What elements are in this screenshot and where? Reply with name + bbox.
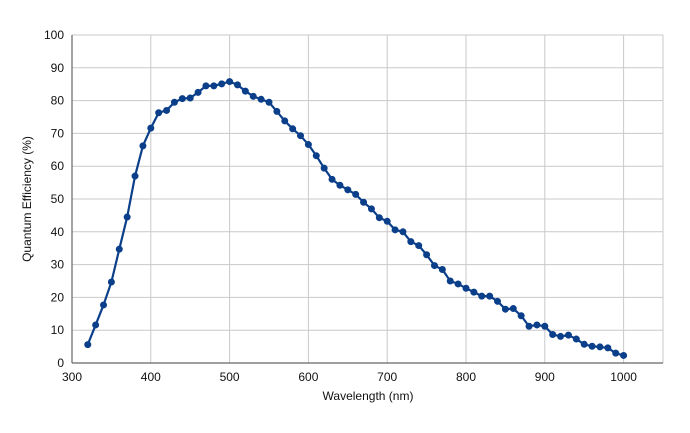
y-tick-label-80: 80 xyxy=(51,94,65,108)
x-tick-label-800: 800 xyxy=(456,370,476,384)
data-point-710 xyxy=(391,226,399,234)
data-point-320 xyxy=(84,341,92,349)
data-point-930 xyxy=(564,331,572,339)
data-point-780 xyxy=(446,277,454,285)
data-point-980 xyxy=(604,344,612,352)
y-tick-label-30: 30 xyxy=(51,258,65,272)
y-tick-label-20: 20 xyxy=(51,290,65,304)
y-tick-label-40: 40 xyxy=(51,225,65,239)
data-point-470 xyxy=(202,82,210,90)
data-point-940 xyxy=(572,335,580,343)
data-point-420 xyxy=(163,106,171,114)
data-point-360 xyxy=(115,245,123,253)
data-point-450 xyxy=(186,94,194,102)
data-point-550 xyxy=(265,98,273,106)
data-point-800 xyxy=(462,284,470,292)
tick-labels: 300 400 500 600 700 800 900 1000 0 10 20 30 40 50 60 70… xyxy=(44,28,637,384)
data-point-540 xyxy=(257,95,265,103)
data-point-1000 xyxy=(620,351,628,359)
data-point-900 xyxy=(541,322,549,330)
x-tick-label-300: 300 xyxy=(62,370,82,384)
data-point-970 xyxy=(596,343,604,351)
y-tick-label-0: 0 xyxy=(57,356,64,370)
data-point-610 xyxy=(312,152,320,160)
data-point-560 xyxy=(273,107,281,115)
data-point-840 xyxy=(494,297,502,305)
data-point-890 xyxy=(533,321,541,329)
data-point-380 xyxy=(131,172,139,180)
x-tick-label-500: 500 xyxy=(220,370,240,384)
data-point-910 xyxy=(549,330,557,338)
data-point-860 xyxy=(509,305,517,313)
data-point-520 xyxy=(241,87,249,95)
x-tick-label-1000: 1000 xyxy=(610,370,637,384)
data-point-640 xyxy=(336,181,344,189)
data-point-820 xyxy=(478,292,486,300)
x-tick-label-400: 400 xyxy=(141,370,161,384)
data-point-490 xyxy=(218,80,226,88)
data-point-920 xyxy=(557,332,565,340)
x-axis-label: Wavelength (nm) xyxy=(323,389,414,403)
data-point-730 xyxy=(407,238,415,246)
x-tick-label-600: 600 xyxy=(298,370,318,384)
data-point-440 xyxy=(178,95,186,103)
data-point-740 xyxy=(415,242,423,250)
data-point-870 xyxy=(517,312,525,320)
data-point-670 xyxy=(360,198,368,206)
axes xyxy=(71,35,663,364)
data-point-700 xyxy=(383,217,391,225)
x-tick-label-900: 900 xyxy=(535,370,555,384)
data-point-650 xyxy=(344,186,352,194)
data-point-350 xyxy=(107,278,115,286)
data-point-880 xyxy=(525,322,533,330)
data-point-410 xyxy=(155,109,163,117)
data-point-330 xyxy=(92,321,100,329)
data-point-400 xyxy=(147,124,155,132)
y-tick-label-10: 10 xyxy=(51,323,65,337)
data-point-570 xyxy=(281,117,289,125)
data-point-690 xyxy=(375,214,383,222)
data-point-390 xyxy=(139,142,147,150)
data-point-590 xyxy=(297,132,305,140)
data-point-620 xyxy=(320,164,328,172)
data-point-990 xyxy=(612,349,620,357)
data-point-530 xyxy=(249,92,257,100)
data-point-750 xyxy=(423,251,431,259)
data-point-430 xyxy=(170,98,178,106)
x-tick-label-700: 700 xyxy=(377,370,397,384)
y-tick-label-90: 90 xyxy=(51,61,65,75)
data-point-630 xyxy=(328,175,336,183)
data-point-830 xyxy=(486,292,494,300)
y-tick-label-70: 70 xyxy=(51,126,65,140)
data-point-680 xyxy=(367,205,375,213)
data-point-340 xyxy=(100,301,108,309)
y-tick-label-60: 60 xyxy=(51,159,65,173)
y-axis-label: Quantum Efficiency (%) xyxy=(20,136,34,262)
data-point-500 xyxy=(226,78,234,86)
data-point-370 xyxy=(123,213,131,221)
data-point-510 xyxy=(233,81,241,89)
data-point-950 xyxy=(580,340,588,348)
data-point-660 xyxy=(352,190,360,198)
data-point-770 xyxy=(438,266,446,274)
data-point-480 xyxy=(210,82,218,90)
data-point-850 xyxy=(501,305,509,313)
data-point-760 xyxy=(430,262,438,270)
data-point-790 xyxy=(454,280,462,288)
data-point-960 xyxy=(588,342,596,350)
data-point-580 xyxy=(289,125,297,133)
y-tick-label-100: 100 xyxy=(44,28,64,42)
data-point-720 xyxy=(399,228,407,236)
grid xyxy=(72,34,664,363)
data-point-460 xyxy=(194,88,202,96)
data-point-810 xyxy=(470,288,478,296)
data-point-600 xyxy=(304,141,312,149)
qe-series-line xyxy=(86,80,625,357)
y-tick-label-50: 50 xyxy=(51,192,65,206)
series xyxy=(84,78,628,359)
